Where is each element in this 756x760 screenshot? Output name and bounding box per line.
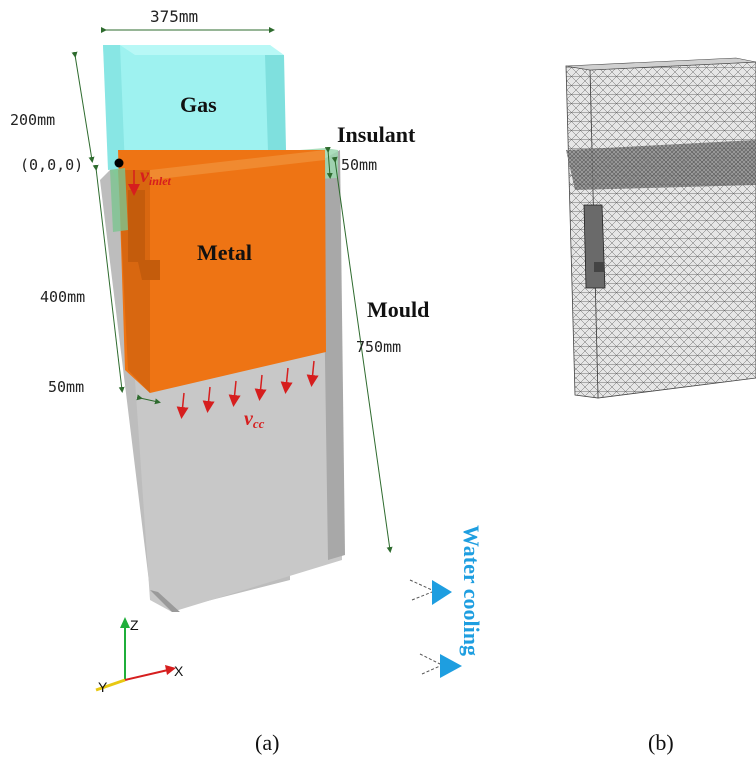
cooling-line <box>411 591 433 601</box>
dim-metal-height: 400mm <box>40 164 125 393</box>
cooling-line <box>409 579 433 591</box>
panel-a-diagram: 375mm 200mm (0,0,0) 400mm 50mm 50mm 750m <box>10 7 484 755</box>
v-cc-label: vcc <box>244 408 265 431</box>
x-axis-head <box>165 665 176 675</box>
origin-point <box>114 158 124 168</box>
casting-velocity-arrows <box>176 360 319 419</box>
cc-arrow <box>306 360 319 387</box>
mesh-dense-band <box>566 140 756 190</box>
origin-label: (0,0,0) <box>20 156 83 174</box>
caption-a: (a) <box>255 730 279 755</box>
dim-mould-height: 750mm <box>331 156 401 553</box>
caption-b: (b) <box>648 730 674 755</box>
cc-arrow <box>176 392 189 419</box>
dim-insulant-label: 50mm <box>341 156 377 174</box>
cooling-line <box>419 653 441 665</box>
cooling-arrowhead <box>432 580 452 605</box>
y-axis <box>95 678 126 692</box>
insulant-side <box>110 168 128 232</box>
water-cooling-arrows <box>409 579 462 678</box>
v-inlet-label: vinlet <box>140 165 172 188</box>
mesh-front-face <box>589 61 756 399</box>
gas-label: Gas <box>180 92 217 117</box>
y-axis-label: Y <box>98 679 108 695</box>
axis-triad: Z X Y <box>95 617 184 695</box>
x-axis <box>124 669 169 681</box>
cooling-line <box>421 665 441 675</box>
cc-arrow <box>254 374 267 401</box>
mesh-inlet-detail <box>583 204 606 289</box>
dim-wall-label: 50mm <box>48 378 84 396</box>
dim-gas-height: 200mm <box>10 51 95 163</box>
x-axis-label: X <box>174 663 184 679</box>
water-cooling-label: Water cooling <box>459 525 484 656</box>
dim-width-label: 375mm <box>150 7 198 26</box>
gas-region <box>103 45 286 170</box>
z-axis-head <box>120 617 130 628</box>
insulant-label: Insulant <box>337 122 416 147</box>
mesh-inlet-notch <box>594 262 604 272</box>
mould-label: Mould <box>367 297 429 322</box>
panel-b-mesh: (b) <box>565 57 756 755</box>
dim-width: 375mm <box>101 7 275 33</box>
dim-wall: 50mm <box>48 378 161 405</box>
dim-metal-height-label: 400mm <box>40 288 85 306</box>
mesh-top-face <box>565 57 756 71</box>
cc-arrow <box>228 380 241 407</box>
dim-gas-height-label: 200mm <box>10 111 55 129</box>
cc-arrow <box>280 367 293 394</box>
z-axis-label: Z <box>130 617 139 633</box>
dim-mould-height-label: 750mm <box>356 338 401 356</box>
cooling-arrowhead <box>440 654 462 678</box>
metal-label: Metal <box>197 240 252 265</box>
cc-arrow <box>202 386 215 413</box>
